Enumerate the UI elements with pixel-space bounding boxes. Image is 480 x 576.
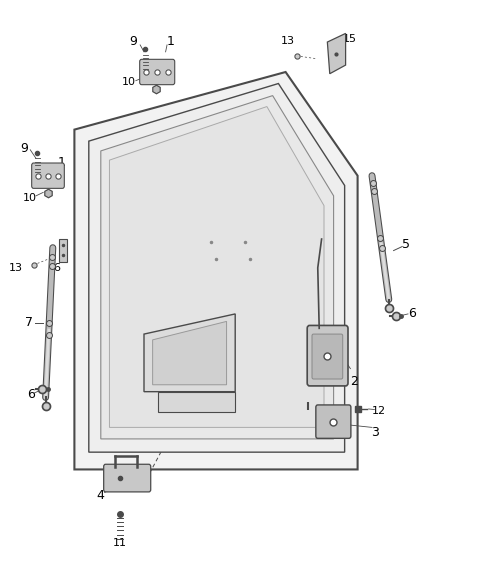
Text: 10: 10: [23, 192, 37, 203]
Text: 8: 8: [207, 206, 216, 220]
Text: 10: 10: [121, 77, 136, 87]
Text: 13: 13: [281, 36, 295, 47]
FancyBboxPatch shape: [316, 405, 351, 438]
FancyBboxPatch shape: [307, 325, 348, 386]
Text: 5: 5: [402, 238, 409, 251]
Polygon shape: [144, 314, 235, 392]
Text: 14: 14: [287, 401, 301, 411]
Text: 18: 18: [281, 328, 295, 338]
Polygon shape: [74, 72, 358, 469]
Text: 1: 1: [167, 35, 175, 48]
Text: 9: 9: [20, 142, 28, 155]
FancyBboxPatch shape: [32, 163, 64, 188]
FancyBboxPatch shape: [312, 334, 343, 379]
Polygon shape: [158, 392, 235, 412]
Text: 6: 6: [27, 388, 35, 401]
Text: 17: 17: [289, 342, 304, 352]
Text: 2: 2: [350, 375, 358, 388]
Text: 11: 11: [113, 537, 127, 548]
FancyBboxPatch shape: [140, 59, 175, 85]
Text: 7: 7: [25, 316, 33, 329]
Text: 1: 1: [58, 156, 65, 169]
Polygon shape: [153, 321, 227, 385]
Polygon shape: [89, 84, 345, 452]
FancyBboxPatch shape: [104, 464, 151, 492]
Text: 9: 9: [130, 35, 137, 48]
Text: 13: 13: [8, 263, 23, 273]
Text: 12: 12: [372, 406, 386, 416]
Text: 16: 16: [48, 263, 62, 273]
Text: 15: 15: [342, 34, 357, 44]
Text: 3: 3: [372, 426, 379, 438]
Text: 6: 6: [408, 308, 416, 320]
Polygon shape: [101, 96, 334, 439]
Polygon shape: [109, 107, 324, 427]
Text: 4: 4: [97, 489, 105, 502]
Polygon shape: [59, 239, 67, 262]
Polygon shape: [327, 33, 346, 74]
